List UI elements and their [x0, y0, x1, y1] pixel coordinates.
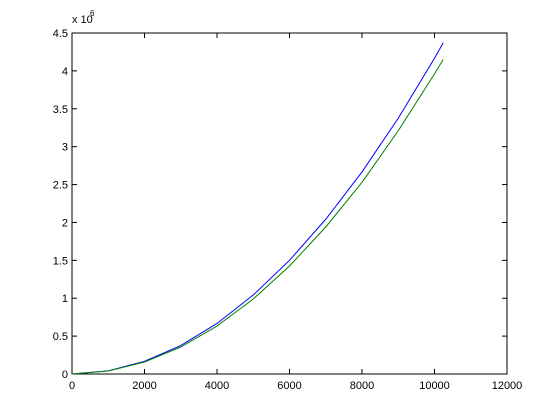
y-scale-exponent: 6 [90, 9, 95, 18]
x-tick-label: 10000 [419, 380, 450, 392]
x-tick-label: 6000 [277, 380, 301, 392]
y-tick-label: 3 [62, 142, 68, 154]
y-tick-label: 1 [62, 293, 68, 305]
axes-box [71, 32, 508, 375]
line [71, 42, 444, 375]
y-tick-label: 2 [62, 217, 68, 229]
y-tick-label: 4 [62, 66, 68, 78]
y-scale-label: x 10 [72, 14, 93, 26]
x-tick-label: 2000 [132, 380, 156, 392]
y-tick-label: 2.5 [53, 180, 68, 192]
y-tick-label: 4.5 [53, 28, 68, 40]
y-tick-label: 3.5 [53, 104, 68, 116]
x-tick-label: 0 [69, 380, 75, 392]
y-tick-label: 1.5 [53, 255, 68, 267]
line [71, 59, 444, 375]
x-tick-label: 4000 [205, 380, 229, 392]
y-tick-label: 0.5 [53, 331, 68, 343]
x-tick-label: 12000 [492, 380, 523, 392]
y-tick-label: 0 [62, 369, 68, 381]
x-tick-label: 8000 [350, 380, 374, 392]
